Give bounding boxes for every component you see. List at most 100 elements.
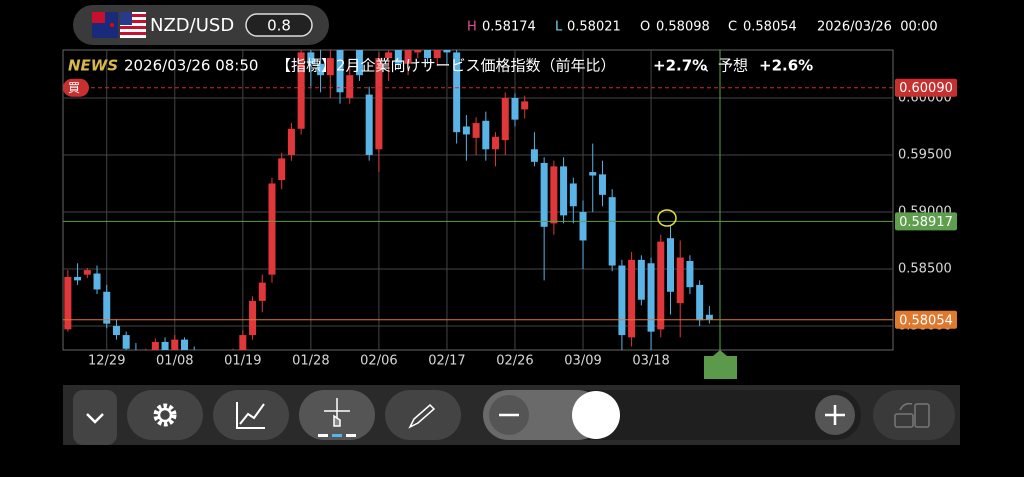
marker-arrow [713, 350, 727, 356]
x-tick-label: 03/18 [632, 354, 669, 369]
candle-body [705, 314, 713, 320]
datetime: 2026/03/26 00:00 [817, 20, 938, 35]
candle-body [637, 259, 645, 300]
crosshair-x-marker [704, 356, 737, 379]
move-icon [324, 398, 350, 427]
candle-body [268, 183, 276, 275]
candle-body [200, 358, 207, 363]
candle-body [307, 52, 315, 64]
x-tick-label: 03/09 [564, 354, 601, 369]
candle-body [83, 270, 91, 275]
candle-body [210, 358, 217, 366]
candle-body [346, 75, 354, 98]
candle-body [297, 52, 305, 129]
multiplier-pill[interactable] [245, 13, 313, 37]
candle-body [142, 354, 149, 357]
x-tick-label: 02/26 [496, 354, 533, 369]
candle-body [560, 166, 568, 216]
candle-body [404, 50, 412, 64]
news-headline: 【指標】2月企業向けサービス価格指数（前年比） [276, 57, 616, 75]
plot-area[interactable] [62, 49, 894, 351]
ohlc-value: 0.58174 [482, 20, 536, 35]
candle-body [482, 120, 490, 150]
candle-body [64, 276, 72, 330]
price-badge-label: 0.58054 [899, 313, 953, 328]
candle-body [74, 276, 82, 281]
draw-button[interactable] [385, 390, 461, 440]
line-icon [239, 403, 265, 425]
candle-body [258, 282, 266, 301]
candle-body [589, 172, 597, 176]
candle-body [132, 351, 139, 358]
candle-body [696, 284, 704, 321]
candle-body [608, 197, 616, 266]
candle-body [181, 339, 188, 350]
y-tick-label: 0.59500 [898, 147, 952, 162]
ohlc-key: O [640, 20, 650, 35]
news-banner[interactable]: NEWS 2026/03/26 08:50 【指標】2月企業向けサービス価格指数… [68, 57, 813, 75]
candle-body [112, 325, 120, 336]
settings-button[interactable] [127, 390, 203, 440]
candle-body [336, 50, 344, 93]
news-forecast: +2.6% [759, 57, 813, 75]
candle-body [676, 257, 684, 304]
candle-body [511, 97, 519, 120]
candle-body [492, 136, 500, 150]
flag-nz [92, 12, 118, 38]
candle-body [501, 97, 509, 141]
chevron-icon [86, 413, 104, 424]
candle-body [239, 335, 247, 350]
plus-icon [825, 405, 845, 425]
candle-body [93, 273, 101, 290]
candle-body [326, 58, 334, 76]
mode-dot [332, 434, 342, 437]
candle-body [414, 50, 422, 53]
mode-dot [346, 434, 356, 437]
candle-body [249, 300, 257, 336]
candle-body [394, 50, 402, 64]
drawing-circle [657, 209, 677, 227]
price-badge-label: 0.60090 [899, 81, 953, 96]
candle-body [317, 63, 325, 76]
candle-body [433, 50, 441, 59]
ohlc-value: 0.58021 [567, 20, 621, 35]
ohlc-key: H [467, 20, 477, 35]
candle-body [151, 341, 159, 350]
ohlc-value: 0.58098 [656, 20, 710, 35]
zoom-handle[interactable] [572, 391, 620, 439]
y-tick-label: 0.58500 [898, 261, 952, 276]
flag-us [120, 12, 146, 38]
multiplier: 0.8 [267, 17, 291, 35]
collapse-button[interactable] [73, 390, 117, 445]
x-tick-label: 01/28 [292, 354, 329, 369]
candle-body [355, 50, 363, 76]
candle-body [647, 263, 655, 332]
gear-icon [153, 403, 177, 427]
x-tick-label: 01/08 [156, 354, 193, 369]
candle-body [579, 211, 587, 241]
rotate-button[interactable] [873, 390, 955, 440]
candle-body [472, 123, 480, 138]
symbol: NZD/USD [150, 15, 234, 36]
candle-body [686, 260, 694, 288]
price-badge [895, 310, 957, 329]
candle-body [453, 52, 461, 133]
candle-body [618, 265, 626, 336]
axes-icon [236, 402, 265, 429]
news-separator: 、予想 [703, 57, 748, 75]
ohlc-value: 0.58054 [743, 20, 797, 35]
candle-body [521, 101, 529, 110]
x-tick-label: 12/29 [88, 354, 125, 369]
candle-body [628, 259, 636, 338]
candle-body [385, 52, 393, 59]
candle-body [424, 50, 431, 59]
candle-body [103, 291, 111, 324]
candle-body [540, 162, 548, 227]
candle-body [462, 126, 470, 135]
mode-dot [318, 434, 328, 437]
x-tick-label: 02/06 [360, 354, 397, 369]
candle-body [667, 238, 674, 292]
candle-body [569, 183, 577, 207]
